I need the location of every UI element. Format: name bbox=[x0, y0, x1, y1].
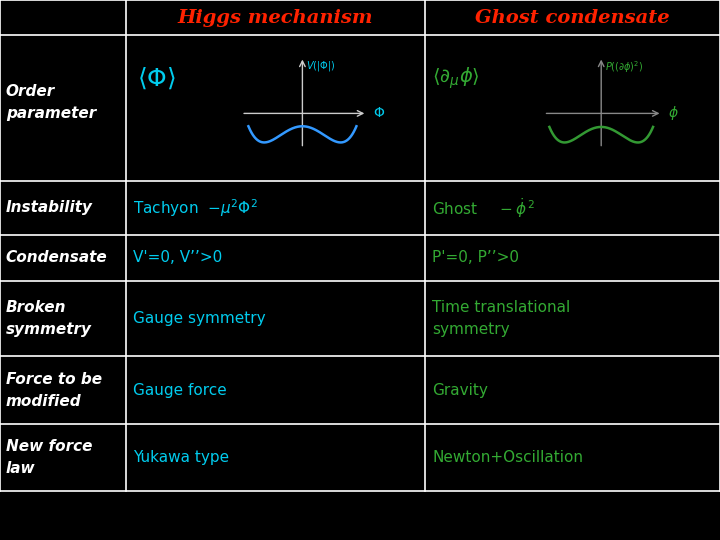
Text: Instability: Instability bbox=[6, 200, 93, 215]
Text: $\phi$: $\phi$ bbox=[668, 104, 679, 123]
Text: $\Phi$: $\Phi$ bbox=[373, 106, 385, 120]
Text: Force to be
modified: Force to be modified bbox=[6, 372, 102, 409]
Text: $P((\partial\phi)^2)$: $P((\partial\phi)^2)$ bbox=[605, 59, 643, 75]
Text: New force
law: New force law bbox=[6, 439, 92, 476]
Text: Gauge symmetry: Gauge symmetry bbox=[133, 311, 266, 326]
Text: Tachyon  $-\mu^2\Phi^2$: Tachyon $-\mu^2\Phi^2$ bbox=[133, 197, 258, 219]
Text: Yukawa type: Yukawa type bbox=[133, 450, 230, 465]
Text: Gravity: Gravity bbox=[432, 383, 488, 397]
Text: Condensate: Condensate bbox=[6, 251, 107, 265]
Text: $\langle\Phi\rangle$: $\langle\Phi\rangle$ bbox=[137, 65, 176, 91]
Text: $V(|\Phi|)$: $V(|\Phi|)$ bbox=[306, 59, 336, 73]
Text: Higgs mechanism: Higgs mechanism bbox=[178, 9, 373, 26]
Text: Newton+Oscillation: Newton+Oscillation bbox=[432, 450, 583, 465]
Text: Broken
symmetry: Broken symmetry bbox=[6, 300, 91, 337]
Text: Gauge force: Gauge force bbox=[133, 383, 227, 397]
Text: $\langle\partial_\mu\phi\rangle$: $\langle\partial_\mu\phi\rangle$ bbox=[432, 65, 480, 91]
Text: Order
parameter: Order parameter bbox=[6, 84, 96, 121]
Text: Time translational
symmetry: Time translational symmetry bbox=[432, 300, 570, 337]
Text: Ghost condensate: Ghost condensate bbox=[475, 9, 670, 26]
Text: V'=0, V’’>0: V'=0, V’’>0 bbox=[133, 251, 222, 265]
Text: P'=0, P’’>0: P'=0, P’’>0 bbox=[432, 251, 519, 265]
Text: Ghost  $\ \ -\dot{\phi}^{\,2}$: Ghost $\ \ -\dot{\phi}^{\,2}$ bbox=[432, 196, 535, 220]
